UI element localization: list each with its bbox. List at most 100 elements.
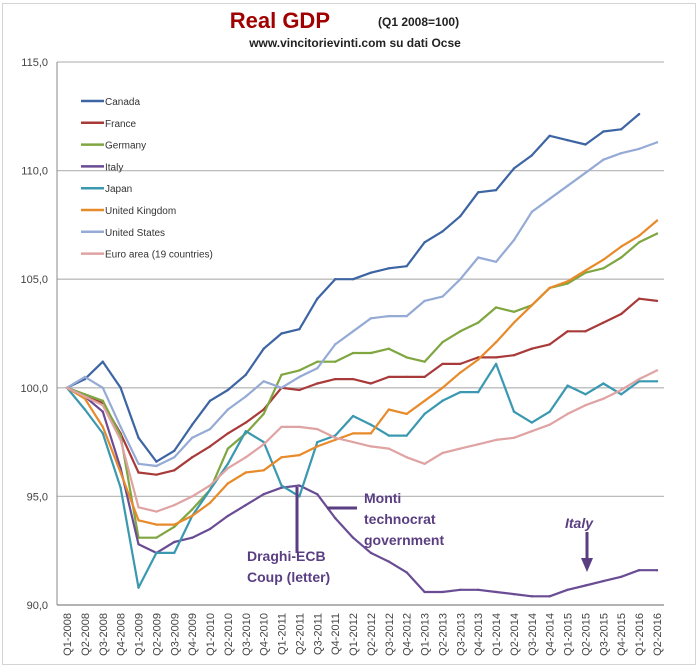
data-point: [280, 373, 283, 376]
data-point: [333, 278, 337, 281]
data-point: [655, 380, 659, 383]
data-point: [101, 399, 104, 403]
y-tick-label: 90,0: [27, 600, 48, 612]
legend-label: Italy: [105, 162, 123, 173]
data-point: [173, 469, 176, 472]
data-point: [512, 238, 516, 242]
data-point: [602, 258, 605, 261]
data-point: [351, 330, 355, 333]
data-point: [620, 245, 623, 248]
data-point: [566, 138, 569, 142]
y-tick-label: 105,0: [20, 274, 48, 286]
data-point: [226, 466, 230, 470]
x-tick-label: Q1-2015: [563, 613, 575, 656]
data-point: [333, 360, 337, 363]
data-point: [155, 523, 158, 526]
data-point: [566, 384, 569, 387]
data-point: [655, 569, 659, 572]
x-tick-label: Q3-2012: [384, 613, 396, 656]
data-point: [655, 299, 659, 303]
data-point: [351, 351, 355, 355]
x-tick-label: Q3-2010: [241, 613, 253, 656]
data-point: [459, 447, 462, 450]
data-point: [459, 215, 462, 218]
data-point: [137, 436, 140, 439]
series-line-united-states: [66, 141, 658, 468]
data-point: [584, 584, 587, 587]
data-point: [423, 412, 426, 416]
data-point: [548, 343, 551, 346]
data-point: [226, 514, 230, 518]
x-tick-label: Q4-2010: [259, 613, 271, 656]
data-point: [190, 508, 194, 511]
data-point: [244, 421, 247, 424]
data-point: [351, 536, 355, 539]
data-point: [477, 358, 480, 361]
data-point: [244, 471, 247, 474]
y-tick-label: 115,0: [21, 57, 48, 69]
data-point: [459, 390, 462, 394]
data-point: [351, 377, 355, 381]
data-point: [83, 395, 87, 398]
data-point: [548, 595, 551, 598]
data-point: [584, 403, 587, 407]
data-point: [333, 516, 337, 520]
data-point: [477, 390, 480, 394]
data-point: [190, 536, 194, 539]
data-point: [298, 484, 301, 487]
data-point: [226, 482, 230, 485]
data-point: [333, 377, 337, 381]
data-point: [405, 571, 408, 574]
data-point: [387, 560, 391, 563]
data-point: [65, 386, 69, 389]
data-point: [244, 503, 247, 507]
data-point: [459, 330, 462, 333]
data-point: [494, 188, 498, 192]
data-point: [441, 590, 444, 594]
data-point: [137, 462, 140, 466]
data-point: [387, 375, 391, 379]
data-point: [637, 569, 641, 572]
data-point: [208, 527, 212, 531]
data-point: [173, 525, 176, 529]
data-point: [298, 425, 301, 429]
data-point: [101, 425, 104, 429]
y-tick-label: 110,0: [21, 166, 48, 178]
data-point: [602, 579, 605, 583]
data-point: [584, 143, 587, 146]
data-point: [119, 438, 122, 442]
data-point: [387, 347, 391, 350]
x-tick-label: Q3-2013: [455, 613, 467, 656]
data-point: [655, 141, 659, 144]
data-point: [298, 495, 301, 498]
data-point: [584, 330, 587, 333]
data-point: [548, 286, 551, 290]
data-point: [333, 436, 337, 439]
data-point: [155, 473, 158, 476]
x-tick-label: Q3-2014: [527, 613, 539, 656]
data-point: [316, 440, 319, 444]
data-point: [190, 423, 194, 426]
data-point: [119, 486, 122, 489]
x-tick-label: Q2-2016: [652, 613, 664, 656]
data-point: [173, 523, 176, 526]
data-point: [333, 343, 337, 346]
chart-subtitle: www.vincitorievinti.com su dati Ocse: [248, 36, 461, 50]
data-point: [83, 397, 87, 400]
data-point: [441, 340, 444, 344]
x-tick-label: Q1-2011: [277, 613, 289, 655]
annotation-monti: technocrat: [364, 511, 436, 527]
data-point: [244, 373, 247, 376]
x-tick-label: Q3-2009: [169, 613, 181, 656]
data-point: [655, 219, 659, 222]
data-point: [620, 388, 623, 392]
data-point: [405, 356, 408, 359]
data-point: [566, 282, 569, 285]
data-point: [316, 445, 319, 448]
data-point: [548, 410, 551, 413]
series-line-italy: [66, 386, 657, 598]
data-point: [119, 434, 122, 437]
data-point: [530, 210, 534, 214]
data-point: [262, 347, 265, 350]
